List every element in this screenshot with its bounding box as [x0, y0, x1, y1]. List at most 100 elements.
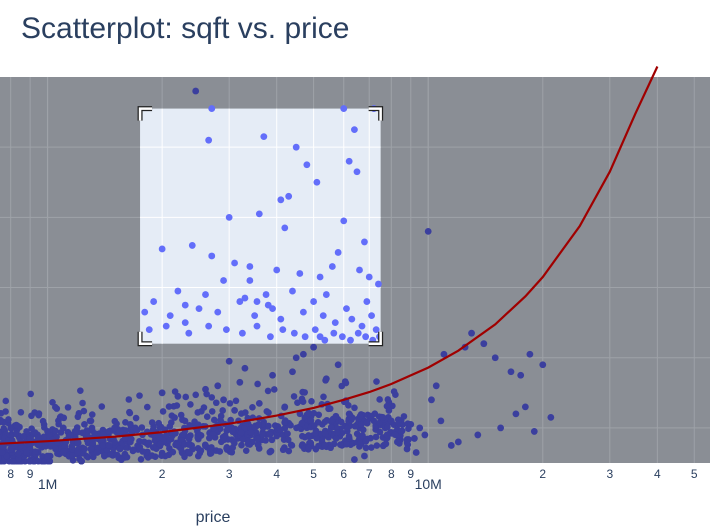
data-point	[526, 350, 534, 358]
data-point	[279, 431, 286, 439]
data-point	[192, 87, 200, 95]
data-point	[118, 456, 125, 464]
data-point	[64, 404, 72, 411]
data-point	[320, 393, 327, 401]
data-point	[236, 298, 244, 305]
data-point	[357, 421, 365, 428]
data-point	[294, 399, 301, 406]
data-point	[205, 322, 213, 330]
data-point	[279, 326, 287, 334]
data-point	[0, 425, 8, 432]
data-point	[111, 424, 118, 432]
data-point	[361, 238, 368, 246]
data-point	[347, 336, 354, 344]
selection-handle[interactable]	[368, 331, 382, 345]
x-tick-label: 6	[340, 467, 347, 481]
data-point	[356, 412, 364, 420]
data-point	[174, 287, 182, 295]
data-point	[71, 427, 79, 435]
data-point	[129, 446, 137, 454]
selection-handle[interactable]	[368, 107, 382, 121]
data-point	[303, 161, 311, 169]
selection-handle[interactable]	[138, 331, 153, 345]
data-point	[145, 439, 153, 447]
data-point	[132, 414, 140, 422]
data-point	[185, 434, 192, 442]
data-point	[298, 419, 306, 427]
data-point	[316, 273, 324, 281]
data-point	[373, 378, 380, 385]
data-point	[222, 326, 230, 334]
data-point	[81, 421, 88, 428]
data-point	[359, 432, 366, 439]
data-point	[358, 322, 366, 330]
data-point	[231, 439, 238, 447]
data-point	[158, 389, 166, 397]
data-point	[87, 417, 95, 425]
data-point	[480, 340, 488, 348]
data-point	[296, 270, 304, 277]
selection-box[interactable]	[140, 108, 381, 344]
data-point	[359, 426, 367, 434]
data-point	[203, 413, 211, 420]
data-point	[310, 343, 318, 351]
data-point	[368, 312, 375, 320]
data-point	[145, 326, 153, 334]
data-point	[67, 431, 75, 439]
x-tick-label: 2	[159, 467, 166, 481]
data-point	[343, 305, 350, 312]
selection-handle[interactable]	[138, 107, 153, 121]
data-point	[468, 329, 475, 337]
data-point	[208, 408, 216, 415]
data-point	[385, 407, 393, 414]
data-point	[372, 433, 380, 441]
data-point	[166, 312, 174, 320]
data-point	[403, 445, 411, 453]
data-point	[255, 210, 263, 218]
data-point	[285, 447, 293, 455]
data-point	[270, 386, 278, 393]
data-point	[407, 421, 415, 428]
data-point	[307, 439, 315, 447]
data-point	[345, 410, 353, 418]
data-point	[101, 452, 108, 460]
data-point	[69, 452, 76, 459]
data-point	[9, 457, 17, 465]
data-point	[91, 430, 99, 437]
data-point	[447, 442, 455, 449]
x-tick-label: 3	[606, 467, 613, 481]
data-point	[208, 105, 216, 112]
data-point	[391, 431, 399, 438]
data-point	[362, 444, 370, 452]
data-point	[179, 416, 186, 424]
data-point	[393, 438, 401, 446]
data-point	[80, 407, 88, 415]
data-point	[232, 397, 240, 405]
data-point	[318, 435, 326, 443]
data-point	[367, 434, 374, 442]
data-point	[220, 396, 227, 404]
data-point	[105, 428, 113, 435]
data-point	[35, 411, 42, 419]
data-point	[35, 442, 43, 449]
x-tick-label: 1M	[38, 476, 57, 492]
data-point	[267, 333, 274, 341]
data-point	[165, 403, 173, 410]
data-point	[310, 298, 318, 305]
data-point	[411, 435, 418, 442]
data-point	[137, 456, 145, 463]
data-point	[236, 378, 244, 386]
data-point	[512, 410, 520, 418]
data-point	[276, 426, 284, 433]
data-point	[530, 428, 538, 435]
data-point	[424, 228, 432, 235]
data-point	[299, 308, 307, 316]
x-tick-label: 4	[273, 467, 280, 481]
data-point	[281, 419, 288, 426]
data-point	[23, 428, 30, 435]
data-point	[246, 277, 254, 284]
data-point	[474, 431, 482, 439]
data-point	[159, 408, 167, 415]
data-point	[322, 291, 330, 298]
